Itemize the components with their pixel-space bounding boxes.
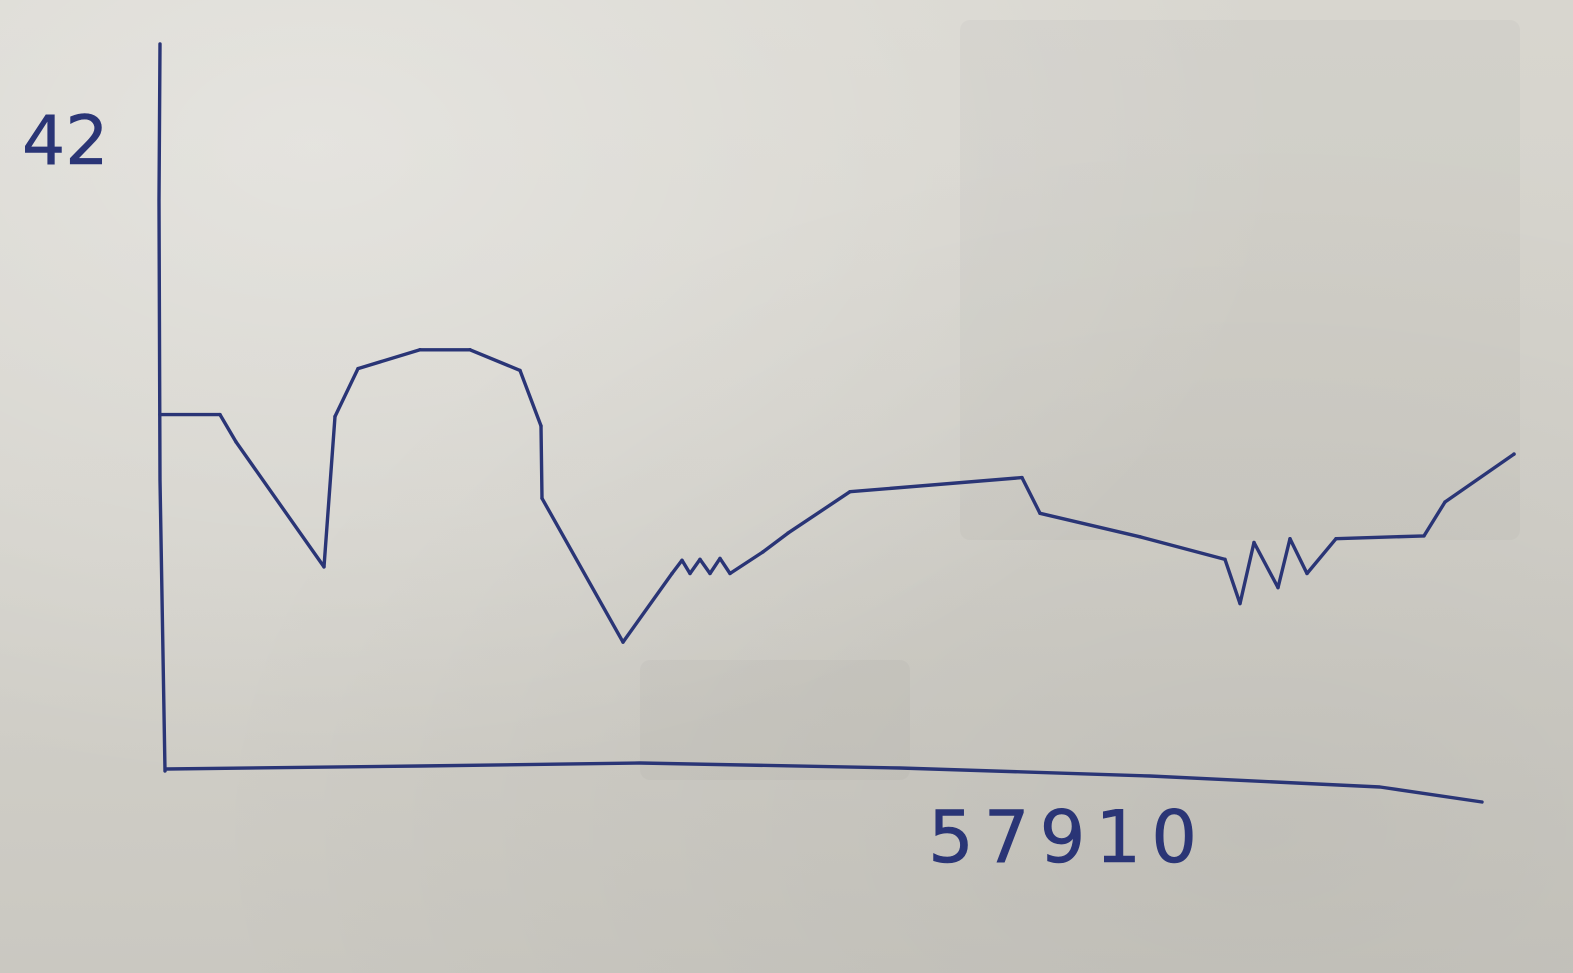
data-point-32 <box>1422 534 1426 538</box>
data-point-5 <box>356 366 360 371</box>
data-point-1 <box>218 412 222 417</box>
data-point-11 <box>621 640 625 644</box>
data-point-23 <box>1038 511 1042 516</box>
data-point-6 <box>418 348 422 352</box>
data-point-12 <box>670 571 674 576</box>
data-point-33 <box>1443 500 1447 504</box>
data-point-24 <box>1138 535 1142 539</box>
data-point-31 <box>1334 537 1338 541</box>
x-axis-line <box>164 761 1484 804</box>
data-point-15 <box>698 557 702 562</box>
data-point-16 <box>708 571 712 576</box>
data-point-30 <box>1305 571 1309 576</box>
data-point-2 <box>234 440 238 444</box>
series-line <box>158 348 1516 644</box>
data-point-14 <box>688 571 692 576</box>
data-point-3 <box>322 565 326 569</box>
x-tick-label: 57910 <box>928 795 1207 879</box>
data-point-27 <box>1252 540 1256 545</box>
y-tick-label: 42 <box>22 102 109 181</box>
data-point-29 <box>1288 537 1292 541</box>
data-point-22 <box>1020 475 1024 480</box>
data-point-18 <box>728 571 732 576</box>
data-point-8 <box>518 368 522 373</box>
data-point-26 <box>1238 601 1242 606</box>
data-point-25 <box>1223 557 1227 562</box>
data-point-19 <box>761 550 765 554</box>
data-point-20 <box>786 531 790 535</box>
data-point-34 <box>1512 452 1516 456</box>
data-point-4 <box>333 414 337 419</box>
data-point-17 <box>718 556 722 561</box>
data-point-10 <box>540 496 544 500</box>
data-point-7 <box>468 348 472 352</box>
data-point-28 <box>1276 585 1280 590</box>
y-axis-line <box>157 42 167 773</box>
data-point-13 <box>680 558 684 563</box>
data-point-0 <box>158 412 162 417</box>
data-point-21 <box>848 490 852 494</box>
series-group <box>158 348 1516 644</box>
data-point-9 <box>539 424 543 428</box>
